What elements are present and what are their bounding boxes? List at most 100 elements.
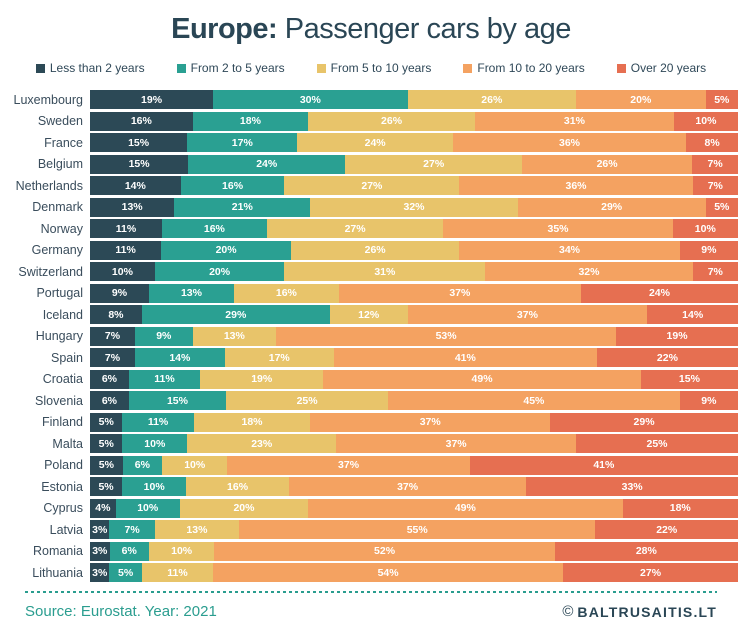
bar-row: Croatia 6% 11% 19% 49% 15% xyxy=(4,369,738,389)
bar-segment: 16% xyxy=(186,477,289,496)
bar-segment: 27% xyxy=(345,154,523,174)
bar-segment: 6% xyxy=(122,455,162,475)
bar-segment: 19% xyxy=(616,326,739,346)
bar-segment: 8% xyxy=(90,305,142,324)
legend-swatch-icon xyxy=(616,63,626,73)
bar-segment: 19% xyxy=(90,90,214,109)
bar-segment: 5% xyxy=(109,563,142,582)
bar-segment: 14% xyxy=(134,348,225,367)
segment-value-label: 6% xyxy=(101,394,118,407)
legend-swatch-icon xyxy=(35,63,45,73)
segment-value-label: 23% xyxy=(251,437,273,450)
segment-value-label: 31% xyxy=(374,265,396,278)
bar-row: Luxembourg 19% 30% 26% 20% 5% xyxy=(4,90,739,109)
bar-row: Slovenia 6% 15% 25% 45% 9% xyxy=(4,391,738,410)
segment-value-label: 5% xyxy=(118,566,134,579)
bar-segment: 7% xyxy=(692,262,738,281)
segment-value-label: 20% xyxy=(215,244,237,256)
stacked-bar: 6% 11% 19% 49% 15% xyxy=(90,369,738,389)
bar-segment: 9% xyxy=(679,240,738,260)
segment-value-label: 20% xyxy=(630,93,652,106)
country-label: Norway xyxy=(40,221,83,236)
segment-value-label: 17% xyxy=(231,136,253,149)
segment-value-label: 9% xyxy=(111,287,128,299)
bar-segment: 17% xyxy=(187,133,298,152)
segment-value-label: 10% xyxy=(184,459,206,471)
segment-value-label: 18% xyxy=(239,115,261,127)
segment-value-label: 12% xyxy=(358,308,380,321)
chart-title-bold: Europe: xyxy=(171,13,278,45)
segment-value-label: 37% xyxy=(338,459,360,471)
bar-segment: 27% xyxy=(284,176,460,195)
stacked-bar: 3% 7% 13% 55% 22% xyxy=(90,520,738,539)
segment-value-label: 26% xyxy=(481,93,503,106)
bar-segment: 13% xyxy=(192,326,277,346)
country-label: Portugal xyxy=(36,286,83,300)
chart-page: Europe: Passenger cars by age Less than … xyxy=(0,10,742,632)
segment-value-label: 37% xyxy=(449,287,471,299)
segment-value-label: 5% xyxy=(714,93,730,106)
legend-label: Less than 2 years xyxy=(49,61,145,75)
footer: Source: Eurostat. Year: 2021 © BALTRUSAI… xyxy=(25,591,717,620)
segment-value-label: 10% xyxy=(144,437,166,450)
stacked-bar: 3% 5% 11% 54% 27% xyxy=(90,563,738,582)
segment-value-label: 8% xyxy=(704,136,720,149)
segment-value-label: 24% xyxy=(256,158,278,170)
bar-segment: 41% xyxy=(333,348,597,367)
legend-label: From 2 to 5 years xyxy=(190,61,285,75)
segment-value-label: 15% xyxy=(128,158,150,170)
bar-segment: 15% xyxy=(128,391,227,410)
segment-value-label: 11% xyxy=(115,222,137,235)
country-label: Netherlands xyxy=(15,178,83,193)
segment-value-label: 14% xyxy=(682,308,704,321)
bar-segment: 49% xyxy=(308,498,623,518)
segment-value-label: 5% xyxy=(714,201,730,213)
bar-segment: 45% xyxy=(388,391,680,410)
bar-segment: 23% xyxy=(187,434,337,453)
bar-segment: 16% xyxy=(234,283,339,303)
segment-value-label: 26% xyxy=(364,244,386,256)
chart-title-rest: Passenger cars by age xyxy=(277,13,572,45)
segment-value-label: 15% xyxy=(678,373,700,385)
credit-name: BALTRUSAITIS.LT xyxy=(577,603,717,620)
country-label: Slovenia xyxy=(35,393,83,408)
country-label: Switzerland xyxy=(18,264,83,279)
segment-value-label: 15% xyxy=(166,394,188,407)
segment-value-label: 30% xyxy=(299,93,321,106)
bar-segment: 20% xyxy=(576,90,706,109)
bar-segment: 9% xyxy=(134,326,193,346)
segment-value-label: 9% xyxy=(701,394,717,407)
bar-segment: 11% xyxy=(90,240,162,260)
bar-segment: 31% xyxy=(474,111,674,131)
bar-segment: 10% xyxy=(148,541,215,561)
segment-value-label: 10% xyxy=(143,480,165,493)
bar-segment: 11% xyxy=(90,219,162,238)
segment-value-label: 37% xyxy=(419,416,441,428)
bar-row: Iceland 8% 29% 12% 37% 14% xyxy=(4,305,739,324)
bar-segment: 31% xyxy=(284,262,486,281)
bar-segment: 5% xyxy=(90,455,123,475)
bar-row: Finland 5% 11% 18% 37% 29% xyxy=(4,412,739,432)
bar-segment: 18% xyxy=(622,498,738,518)
bar-segment: 36% xyxy=(452,133,687,152)
segment-value-label: 11% xyxy=(154,373,175,385)
segment-value-label: 32% xyxy=(403,201,425,213)
segment-value-label: 16% xyxy=(130,115,152,127)
bar-segment: 3% xyxy=(90,541,110,561)
bar-segment: 15% xyxy=(90,133,188,152)
bar-row: Poland 5% 6% 10% 37% 41% xyxy=(4,455,738,475)
segment-value-label: 29% xyxy=(225,308,247,321)
bar-row: Estonia 5% 10% 16% 37% 33% xyxy=(4,477,738,496)
bar-row: Denmark 13% 21% 32% 29% 5% xyxy=(4,197,738,217)
country-label: Spain xyxy=(51,350,83,365)
stacked-bar-chart: Luxembourg 19% 30% 26% 20% 5% Sweden 16% 18% 26% 3… xyxy=(4,90,739,582)
segment-value-label: 14% xyxy=(169,351,191,364)
bar-segment: 14% xyxy=(647,305,739,324)
segment-value-label: 18% xyxy=(241,416,263,428)
bar-segment: 29% xyxy=(550,412,739,432)
segment-value-label: 25% xyxy=(646,437,668,450)
segment-value-label: 26% xyxy=(381,115,403,127)
bar-segment: 54% xyxy=(213,563,564,582)
segment-value-label: 7% xyxy=(707,265,723,278)
segment-value-label: 27% xyxy=(361,179,383,192)
